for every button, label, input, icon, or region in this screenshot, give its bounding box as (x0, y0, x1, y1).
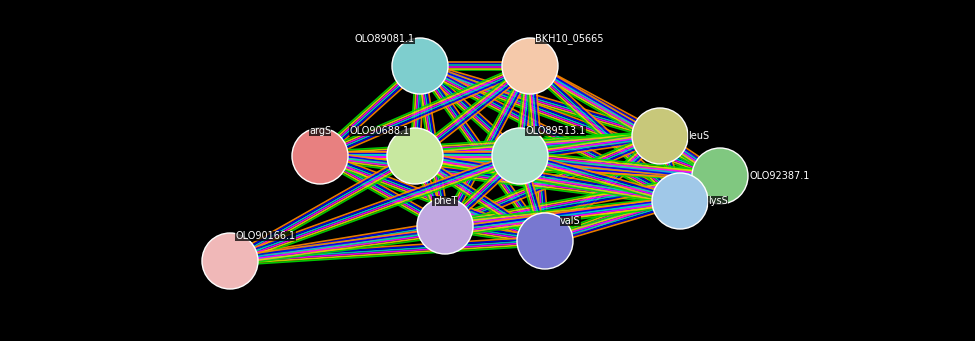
Text: argS: argS (309, 126, 332, 136)
Circle shape (202, 233, 258, 289)
Text: OLO89513.1: OLO89513.1 (525, 126, 585, 136)
Text: OLO92387.1: OLO92387.1 (750, 171, 810, 181)
Circle shape (517, 213, 573, 269)
Circle shape (387, 128, 443, 184)
Circle shape (692, 148, 748, 204)
Circle shape (492, 128, 548, 184)
Text: pheT: pheT (433, 196, 457, 206)
Circle shape (652, 173, 708, 229)
Circle shape (292, 128, 348, 184)
Text: lysS: lysS (708, 196, 727, 206)
Text: BKH10_05665: BKH10_05665 (535, 33, 604, 44)
Text: OLO90688.1: OLO90688.1 (350, 126, 410, 136)
Circle shape (417, 198, 473, 254)
Text: valS: valS (560, 216, 581, 226)
Text: OLO90166.1: OLO90166.1 (235, 231, 295, 241)
Circle shape (502, 38, 558, 94)
Text: OLO89081.1: OLO89081.1 (355, 34, 415, 44)
Circle shape (632, 108, 688, 164)
Text: leuS: leuS (688, 131, 709, 141)
Circle shape (392, 38, 448, 94)
